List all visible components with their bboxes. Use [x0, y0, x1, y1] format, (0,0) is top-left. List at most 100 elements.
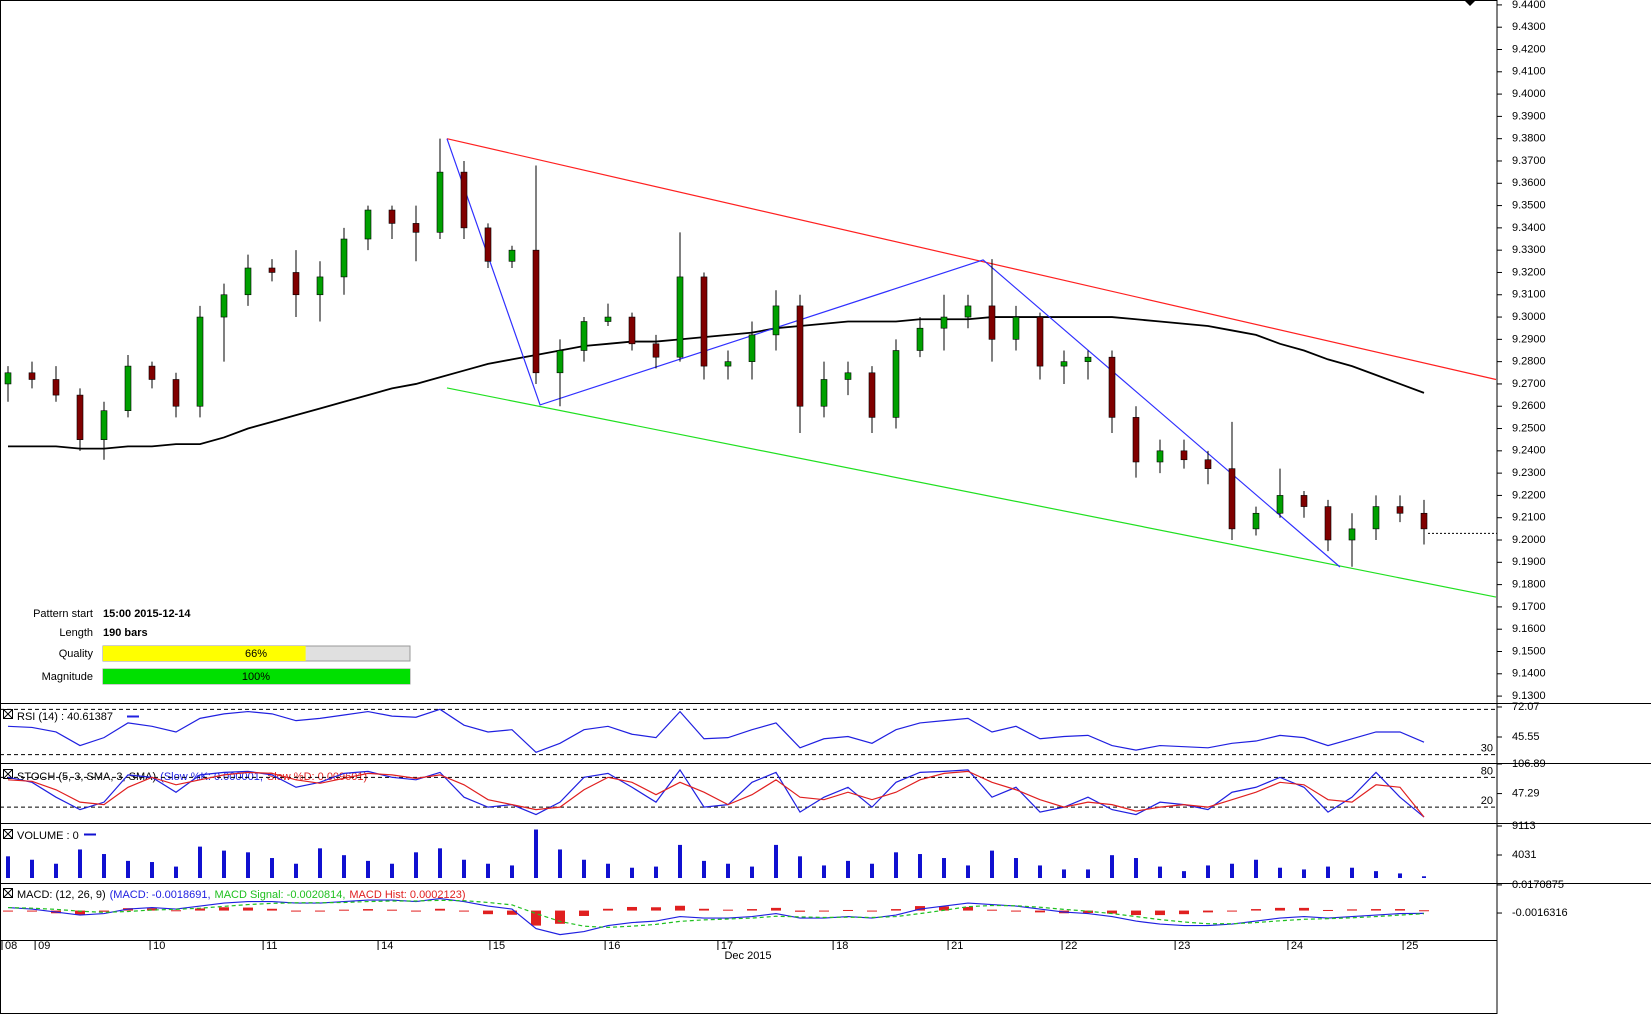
- macd-hist-bar: [1107, 910, 1117, 914]
- macd-hist-bar: [1227, 910, 1237, 912]
- volume-bar: [774, 844, 778, 879]
- stoch-d-line: [7, 770, 1425, 818]
- macd-hist-bar: [1419, 910, 1429, 912]
- candle-body: [1348, 528, 1356, 541]
- macd-hist-bar: [267, 908, 277, 911]
- volume-bar: [1326, 866, 1330, 879]
- candle-body: [4, 372, 12, 385]
- scroll-marker[interactable]: [1464, 0, 1476, 6]
- macd-hist-bar: [1395, 909, 1405, 911]
- volume-bar: [1230, 863, 1234, 879]
- macd-hist-bar: [675, 905, 685, 911]
- y-tick-label: 9.2100: [1512, 512, 1546, 524]
- candle-body: [1156, 450, 1164, 463]
- y-tick-label: 9.4400: [1512, 0, 1546, 11]
- volume-bar: [1086, 869, 1090, 879]
- y-tick-label: 9.4000: [1512, 88, 1546, 100]
- candle-body: [1108, 356, 1116, 418]
- y-tick-label: 9.3000: [1512, 311, 1546, 323]
- candle-body: [484, 227, 492, 262]
- volume-bar: [1350, 867, 1354, 879]
- x-tick-label: 21: [951, 940, 963, 952]
- x-tick-label: 08: [5, 940, 17, 952]
- y-tick-label: 9.2400: [1512, 445, 1546, 457]
- x-tick-label: 24: [1291, 940, 1303, 952]
- candle-body: [388, 209, 396, 224]
- rsi-line: [7, 708, 1425, 754]
- checkbox-mark: [3, 829, 13, 839]
- candle-body: [292, 272, 300, 296]
- macd-hist-bar: [1155, 910, 1165, 916]
- macd-hist-bar: [243, 907, 253, 911]
- volume-bar: [390, 863, 394, 879]
- candle-body: [1084, 356, 1092, 362]
- volume-bar: [462, 859, 466, 879]
- macd-hist-bar: [963, 906, 973, 911]
- candle-body: [628, 316, 636, 345]
- macd-hist-bar: [99, 910, 109, 912]
- macd-hist-bar: [555, 910, 565, 924]
- candle-body: [148, 365, 156, 380]
- candle-body: [1324, 506, 1332, 541]
- macd-hist-bar: [1347, 909, 1357, 911]
- x-tick-label: 10: [153, 940, 165, 952]
- candle-body: [1036, 316, 1044, 367]
- volume-bar: [486, 863, 490, 879]
- bar-fill: [103, 669, 410, 684]
- y-tick-label: 9.3400: [1512, 222, 1546, 234]
- candle-body: [988, 305, 996, 340]
- volume-bar: [654, 866, 658, 879]
- candle-body: [1228, 468, 1236, 530]
- volume-bar: [198, 846, 202, 879]
- level-label: 80: [1481, 765, 1493, 777]
- volume-bar: [1134, 858, 1138, 879]
- volume-bar: [1302, 869, 1306, 879]
- macd-hist-bar: [795, 910, 805, 912]
- volume-bar: [726, 863, 730, 879]
- candle-body: [676, 276, 684, 358]
- candle-body: [52, 379, 60, 396]
- macd-hist-bar: [1251, 909, 1261, 911]
- info-value: 15:00 2015-12-14: [103, 608, 191, 620]
- x-tick-label: 23: [1178, 940, 1190, 952]
- candle-body: [1420, 512, 1428, 530]
- candle-body: [340, 238, 348, 278]
- x-tick-label: 11: [266, 940, 277, 952]
- macd-hist-bar: [723, 909, 733, 911]
- macd-hist-label: MACD Hist: 0.0002123): [349, 889, 465, 901]
- volume-bar: [342, 855, 346, 879]
- info-label: Magnitude: [42, 671, 93, 683]
- y-tick-label: 9.1700: [1512, 601, 1546, 613]
- macd-hist-bar: [483, 910, 493, 915]
- candle-body: [1252, 512, 1260, 530]
- candle-body: [196, 316, 204, 407]
- candle-body: [1132, 417, 1140, 463]
- macd-hist-bar: [291, 910, 301, 912]
- volume-bar: [30, 859, 34, 879]
- candle-body: [796, 305, 804, 407]
- volume-bar: [870, 863, 874, 879]
- candle-body: [364, 209, 372, 240]
- volume-bar: [534, 829, 538, 879]
- macd-hist-bar: [651, 907, 661, 911]
- y-tick-label: 9.2200: [1512, 489, 1546, 501]
- moving-average: [8, 316, 1425, 450]
- y-tick-label: 9.2900: [1512, 333, 1546, 345]
- candle-body: [724, 361, 732, 367]
- volume-bar: [630, 867, 634, 879]
- macd-hist-bar: [699, 908, 709, 911]
- volume-bar: [1398, 873, 1402, 879]
- candle-body: [28, 372, 36, 380]
- macd-hist-bar: [195, 908, 205, 911]
- x-tick-label: 22: [1065, 940, 1077, 952]
- macd-hist-bar: [75, 910, 85, 915]
- volume-bar: [1422, 876, 1426, 879]
- volume-bar: [822, 865, 826, 879]
- checkbox-mark: [3, 709, 13, 719]
- x-tick-label: 18: [836, 940, 848, 952]
- volume-bar: [1158, 866, 1162, 879]
- x-tick-label: 16: [608, 940, 620, 952]
- macd-hist-bar: [315, 910, 325, 912]
